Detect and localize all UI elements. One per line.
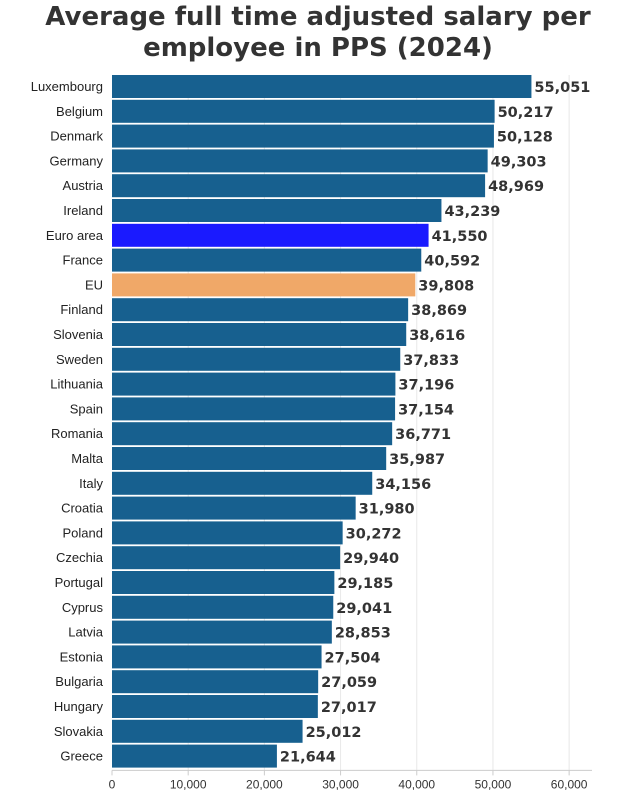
value-label: 39,808 xyxy=(418,278,474,294)
category-label: Denmark xyxy=(50,129,103,144)
category-label: Ireland xyxy=(63,203,103,218)
value-label: 41,550 xyxy=(432,229,488,245)
value-label: 29,940 xyxy=(343,551,399,567)
bar-slovenia xyxy=(112,323,407,346)
bar-lithuania xyxy=(112,372,396,396)
category-label: Poland xyxy=(63,525,103,540)
category-label: Euro area xyxy=(46,228,104,243)
value-label: 38,616 xyxy=(409,328,465,344)
bar-slovakia xyxy=(112,719,303,743)
bar-bulgaria xyxy=(112,670,319,694)
value-label: 37,833 xyxy=(403,353,459,369)
bar-luxembourg xyxy=(112,75,532,98)
value-label: 55,051 xyxy=(534,80,590,96)
value-label: 27,017 xyxy=(321,700,377,716)
category-label: Cyprus xyxy=(62,600,104,615)
value-label: 36,771 xyxy=(395,427,451,443)
bar-portugal xyxy=(112,571,335,594)
value-label: 34,156 xyxy=(375,477,431,493)
value-label: 31,980 xyxy=(359,502,415,518)
x-tick-label: 0 xyxy=(109,777,116,791)
value-label: 40,592 xyxy=(424,254,480,270)
x-tick-label: 30,000 xyxy=(322,777,359,791)
bar-denmark xyxy=(112,124,494,148)
value-label: 29,041 xyxy=(336,601,392,617)
value-label: 21,644 xyxy=(280,750,336,766)
bar-germany xyxy=(112,149,488,173)
category-label: Belgium xyxy=(56,104,103,119)
value-label: 29,185 xyxy=(337,576,393,592)
bar-croatia xyxy=(112,496,356,520)
bar-greece xyxy=(112,744,277,768)
value-labels: 55,051 50,217 50,128 49,303 48,969 43,239 41,5… xyxy=(280,80,590,766)
chart-title-line-1: Average full time adjusted salary per xyxy=(45,2,591,32)
category-label: Estonia xyxy=(60,649,104,664)
x-tick-label: 20,000 xyxy=(246,777,283,791)
value-label: 28,853 xyxy=(335,626,391,642)
bar-romania xyxy=(112,422,393,446)
category-label: Croatia xyxy=(61,501,104,516)
category-label: Romania xyxy=(51,426,104,441)
category-label: Slovakia xyxy=(54,724,104,739)
category-label: Hungary xyxy=(54,699,104,714)
bar-finland xyxy=(112,298,409,322)
bar-estonia xyxy=(112,645,322,669)
category-label: Italy xyxy=(79,476,103,491)
x-tick-label: 10,000 xyxy=(170,777,207,791)
bar-ireland xyxy=(112,199,442,222)
category-label: Portugal xyxy=(55,575,104,590)
value-label: 50,128 xyxy=(497,130,553,146)
bar-czechia xyxy=(112,546,341,570)
category-label: France xyxy=(63,253,103,268)
chart-title-line-2: employee in PPS (2024) xyxy=(143,33,493,63)
value-label: 25,012 xyxy=(306,725,362,741)
category-labels: Luxembourg Belgium Denmark Germany Austria Ir… xyxy=(31,79,104,764)
category-label: Spain xyxy=(70,401,103,416)
value-label: 49,303 xyxy=(491,154,547,170)
bar-euro-area xyxy=(112,223,429,247)
value-label: 37,196 xyxy=(398,378,454,394)
value-label: 27,059 xyxy=(321,675,377,691)
bar-france xyxy=(112,248,422,272)
category-label: Sweden xyxy=(56,352,103,367)
category-label: Lithuania xyxy=(50,377,104,392)
value-label: 35,987 xyxy=(389,452,445,468)
category-label: Austria xyxy=(63,178,104,193)
category-label: Latvia xyxy=(68,625,103,640)
bar-belgium xyxy=(112,99,495,123)
category-label: Bulgaria xyxy=(55,674,103,689)
value-label: 38,869 xyxy=(411,303,467,319)
value-label: 50,217 xyxy=(498,105,554,121)
x-axis-ticks: 0 10,000 20,000 30,000 40,000 50,000 60,000 xyxy=(109,777,588,791)
value-label: 48,969 xyxy=(488,179,544,195)
category-label: Slovenia xyxy=(53,327,104,342)
value-label: 27,504 xyxy=(325,650,381,666)
bars xyxy=(112,75,532,768)
bar-austria xyxy=(112,174,486,198)
category-label: Germany xyxy=(50,153,104,168)
bar-poland xyxy=(112,521,343,545)
value-label: 30,272 xyxy=(346,526,402,542)
bar-italy xyxy=(112,471,373,495)
value-label: 37,154 xyxy=(398,402,454,418)
bar-malta xyxy=(112,447,387,470)
category-label: Luxembourg xyxy=(31,79,103,94)
bar-hungary xyxy=(112,695,318,718)
category-label: EU xyxy=(85,277,103,292)
x-tick-label: 60,000 xyxy=(551,777,588,791)
category-label: Malta xyxy=(71,451,104,466)
bar-spain xyxy=(112,397,396,421)
bar-cyprus xyxy=(112,595,334,619)
bar-latvia xyxy=(112,620,332,644)
category-label: Finland xyxy=(60,302,103,317)
value-label: 43,239 xyxy=(444,204,500,220)
bar-sweden xyxy=(112,347,401,371)
x-tick-label: 40,000 xyxy=(398,777,435,791)
category-label: Greece xyxy=(60,749,103,764)
x-tick-label: 50,000 xyxy=(475,777,512,791)
bar-eu xyxy=(112,273,416,297)
category-label: Czechia xyxy=(56,550,104,565)
